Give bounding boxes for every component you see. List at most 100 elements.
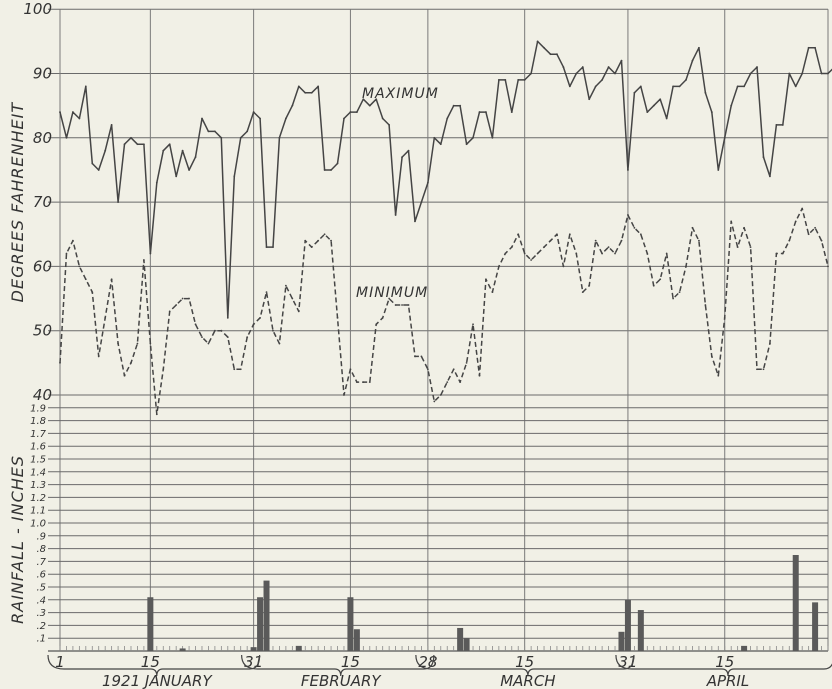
data-point bbox=[504, 79, 507, 81]
rainfall-bar bbox=[295, 645, 302, 651]
data-point bbox=[465, 361, 468, 364]
x-tick-label: 15 bbox=[141, 653, 160, 671]
x-tick-labels: 1 15 31 15 28 15 31 15 bbox=[55, 653, 734, 671]
data-point bbox=[381, 117, 384, 120]
data-point bbox=[142, 259, 145, 261]
data-point bbox=[394, 304, 397, 306]
data-point bbox=[272, 246, 274, 249]
rainfall-bar bbox=[263, 580, 270, 651]
data-point bbox=[136, 143, 139, 146]
data-point bbox=[491, 136, 494, 139]
data-point bbox=[59, 111, 61, 113]
data-point bbox=[323, 233, 326, 236]
data-point bbox=[633, 91, 636, 94]
data-point bbox=[284, 284, 287, 287]
data-point bbox=[368, 104, 371, 107]
data-point bbox=[330, 239, 332, 242]
data-point bbox=[284, 117, 287, 120]
rainfall-axis-title: RAINFALL - INCHES bbox=[8, 455, 27, 624]
month-labels: 1921 JANUARY FEBRUARY MARCH APRIL bbox=[102, 672, 749, 689]
rainfall-tick-label: .8 bbox=[36, 544, 46, 555]
data-point bbox=[213, 130, 216, 133]
data-point bbox=[478, 374, 481, 377]
data-point bbox=[59, 361, 61, 364]
data-point bbox=[110, 124, 113, 126]
data-point bbox=[698, 46, 700, 49]
data-point bbox=[652, 104, 655, 107]
data-point bbox=[130, 136, 132, 139]
data-point bbox=[801, 72, 804, 75]
data-point bbox=[317, 239, 320, 242]
data-point bbox=[72, 239, 74, 242]
data-point bbox=[639, 233, 642, 236]
data-point bbox=[117, 201, 119, 204]
temperature-tick-label: 40 bbox=[33, 386, 52, 404]
data-point bbox=[362, 381, 365, 384]
data-point bbox=[639, 85, 642, 88]
data-point bbox=[439, 394, 442, 396]
data-point bbox=[801, 207, 804, 210]
rainfall-tick-label: 1.3 bbox=[30, 480, 46, 491]
data-point bbox=[762, 156, 765, 158]
data-point bbox=[575, 72, 578, 75]
data-point bbox=[710, 355, 713, 358]
data-point bbox=[730, 104, 733, 107]
data-point bbox=[381, 316, 384, 319]
data-point bbox=[536, 40, 539, 43]
rainfall-tick-label: .2 bbox=[36, 621, 46, 632]
data-point bbox=[769, 175, 771, 178]
data-point bbox=[104, 316, 107, 319]
data-point bbox=[304, 239, 307, 242]
rainfall-tick-label: .5 bbox=[36, 583, 46, 594]
data-point bbox=[168, 143, 171, 146]
data-point bbox=[220, 136, 223, 139]
data-point bbox=[72, 111, 74, 113]
data-point bbox=[194, 156, 197, 158]
data-point bbox=[665, 252, 668, 255]
data-point bbox=[581, 66, 584, 68]
data-point bbox=[252, 323, 255, 326]
data-point bbox=[794, 220, 797, 223]
data-point bbox=[452, 368, 455, 371]
data-point bbox=[614, 72, 616, 75]
data-point bbox=[659, 98, 662, 101]
rainfall-tick-label: 1.0 bbox=[30, 519, 46, 530]
data-point bbox=[691, 226, 694, 229]
day-grid bbox=[59, 9, 829, 651]
data-point bbox=[562, 265, 565, 268]
data-point bbox=[485, 278, 487, 281]
rainfall-tick-label: 1.4 bbox=[30, 467, 46, 478]
data-point bbox=[310, 246, 313, 249]
data-point bbox=[175, 175, 178, 178]
data-point bbox=[239, 368, 242, 371]
data-point bbox=[820, 239, 823, 242]
rainfall-tick-label: 1.2 bbox=[30, 493, 46, 504]
data-point bbox=[459, 104, 462, 107]
data-point bbox=[543, 246, 545, 249]
data-point bbox=[65, 136, 68, 139]
data-point bbox=[213, 329, 216, 332]
data-point bbox=[652, 284, 655, 287]
rainfall-bar bbox=[353, 629, 360, 651]
rainfall-tick-label: 1.9 bbox=[30, 403, 46, 414]
x-tick-label: 15 bbox=[515, 653, 534, 671]
data-point bbox=[388, 297, 391, 300]
data-point bbox=[207, 130, 210, 133]
series-label-minimum: MINIMUM bbox=[356, 285, 428, 301]
data-point bbox=[556, 53, 558, 56]
data-point bbox=[368, 381, 371, 384]
data-point bbox=[736, 85, 739, 88]
data-point bbox=[620, 59, 623, 62]
data-point bbox=[252, 111, 255, 113]
data-point bbox=[355, 381, 358, 384]
rainfall-tick-label: 1.1 bbox=[30, 506, 46, 517]
rainfall-bar bbox=[741, 645, 748, 651]
data-point bbox=[388, 124, 391, 126]
data-point bbox=[110, 278, 113, 281]
data-point bbox=[117, 342, 119, 345]
data-point bbox=[762, 368, 765, 371]
data-point bbox=[594, 85, 597, 88]
rainfall-bar bbox=[257, 597, 264, 651]
data-point bbox=[304, 91, 307, 94]
data-point bbox=[723, 316, 726, 319]
